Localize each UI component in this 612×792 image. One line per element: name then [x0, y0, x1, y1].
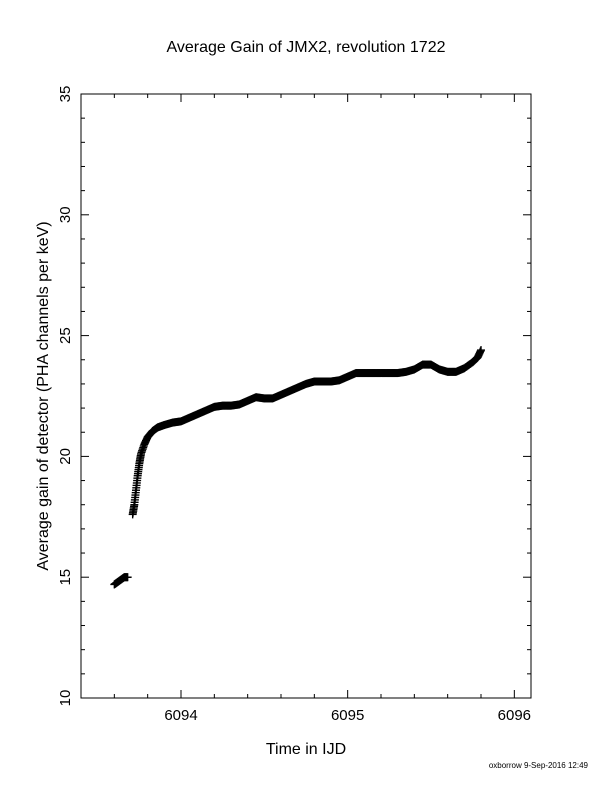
y-tick-label: 20: [57, 448, 74, 465]
x-axis: 6094 6095 6096: [113, 94, 531, 724]
y-tick-label: 25: [57, 327, 74, 344]
x-axis-label: Time in IJD: [266, 741, 346, 758]
x-tick-label: 6096: [498, 707, 531, 724]
x-tick-label: 6094: [164, 707, 197, 724]
y-tick-label: 15: [57, 569, 74, 586]
data-point: [123, 573, 132, 582]
data-point: [477, 346, 485, 355]
y-tick-label: 10: [57, 690, 74, 707]
y-tick-label: 30: [57, 206, 74, 223]
chart-title: Average Gain of JMX2, revolution 1722: [167, 39, 446, 56]
plot-frame: [80, 93, 532, 699]
y-axis-label: Average gain of detector (PHA channels p…: [35, 221, 52, 570]
x-tick-label: 6095: [331, 707, 364, 724]
data-point: [473, 353, 482, 362]
footer-stamp: oxborrow 9-Sep-2016 12:49: [489, 761, 589, 770]
data-points: [110, 346, 485, 589]
y-tick-label: 35: [57, 86, 74, 103]
y-axis: 10 15 20 25 30 35: [57, 86, 531, 707]
